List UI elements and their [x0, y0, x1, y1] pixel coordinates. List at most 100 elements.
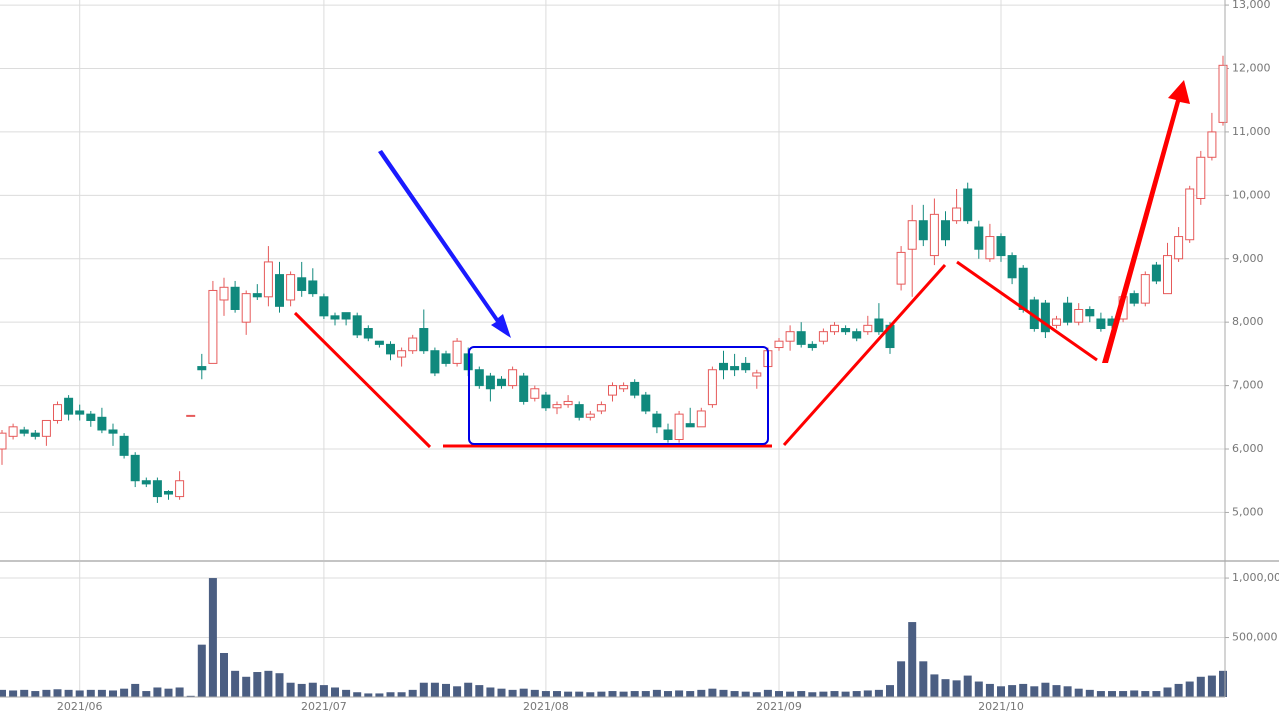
- candle-body: [97, 416, 107, 431]
- volume-bar: [75, 690, 84, 697]
- volume-bar: [253, 672, 262, 697]
- volume-bar: [397, 692, 406, 697]
- volume-bar: [453, 686, 462, 697]
- volume-bar: [175, 687, 184, 697]
- candle-body: [641, 394, 651, 412]
- candle-body: [552, 404, 562, 409]
- candle-body: [585, 413, 595, 418]
- candle-body: [452, 340, 462, 364]
- candle-body: [363, 328, 373, 339]
- volume-bar: [275, 673, 284, 697]
- candle-body: [963, 188, 973, 222]
- candle-body: [86, 413, 96, 421]
- volume-bar: [697, 689, 706, 697]
- marks: [0, 55, 1228, 697]
- candle-body: [852, 331, 862, 339]
- y-tick-label: 11,000: [1232, 125, 1271, 138]
- volume-bar: [763, 689, 772, 697]
- volume-bar: [9, 690, 18, 697]
- y-tick-label: 500,000: [1232, 631, 1278, 644]
- volume-bar: [430, 682, 439, 697]
- candle-body: [408, 337, 418, 352]
- candle-body: [619, 385, 629, 390]
- volume-bar: [31, 691, 40, 697]
- volume-bar: [142, 691, 151, 697]
- candle-body: [241, 293, 251, 323]
- volume-bar: [1030, 686, 1039, 697]
- volume-bar: [20, 689, 29, 697]
- volume-bar: [830, 691, 839, 697]
- y-tick-label: 8,000: [1232, 315, 1264, 328]
- candle-body: [297, 277, 307, 291]
- candle-body: [286, 274, 296, 301]
- y-tick-label: 10,000: [1232, 188, 1271, 201]
- volume-bar: [541, 691, 550, 697]
- candle-body: [918, 220, 928, 241]
- candle-body: [652, 413, 662, 428]
- candle-body: [208, 289, 218, 364]
- volume-bar: [675, 690, 684, 697]
- volume-bar: [1130, 690, 1139, 697]
- volume-bar: [1052, 685, 1061, 697]
- volume-bar: [408, 689, 417, 697]
- candle-body: [474, 369, 484, 387]
- candle-body: [75, 410, 85, 415]
- candle-body: [896, 251, 906, 285]
- volume-bar: [974, 681, 983, 697]
- volume-bar: [1074, 688, 1083, 697]
- candle-body: [497, 378, 506, 387]
- volume-bar: [897, 661, 906, 697]
- x-tick-label: 2021/07: [301, 700, 347, 713]
- candle-body: [130, 454, 140, 482]
- volume-bar: [519, 688, 528, 697]
- candle-body: [1174, 236, 1184, 260]
- up-arrow: [1102, 80, 1190, 363]
- volume-bar: [120, 688, 129, 697]
- candle-body: [1163, 255, 1172, 295]
- candle-body: [441, 353, 451, 364]
- volume-bar: [220, 652, 228, 697]
- candle-body: [41, 419, 51, 437]
- candle-body: [341, 312, 351, 320]
- trend-line: [782, 263, 947, 447]
- volume-bar: [164, 688, 173, 697]
- volume-bar: [852, 691, 861, 697]
- volume-bar: [1063, 686, 1072, 697]
- candle-body: [164, 491, 173, 495]
- volume-bar: [364, 693, 373, 697]
- volume-bar: [641, 691, 650, 697]
- volume-bar: [186, 695, 195, 697]
- candle-body: [719, 362, 728, 371]
- x-tick-label: 2021/06: [57, 700, 103, 713]
- candle-body: [941, 220, 950, 241]
- volume-bar: [775, 691, 783, 697]
- volume-bar: [208, 578, 217, 697]
- volume-bar: [930, 674, 939, 697]
- candle-body: [0, 432, 7, 450]
- volume-bar: [652, 689, 661, 697]
- volume-bar: [464, 682, 473, 697]
- candle-body: [974, 226, 984, 250]
- volume-bar: [619, 691, 628, 697]
- candle-body: [907, 220, 917, 250]
- candle-body: [774, 340, 784, 349]
- volume-bar: [863, 690, 872, 697]
- volume-bar: [908, 622, 917, 697]
- volume-bar: [530, 689, 539, 697]
- candle-body: [1096, 318, 1106, 330]
- volume-bar: [874, 689, 883, 697]
- candle-body: [863, 324, 873, 333]
- y-tick-label: 6,000: [1232, 442, 1264, 455]
- candle-body: [119, 435, 129, 456]
- candle-body: [1074, 308, 1084, 323]
- volume-bar: [730, 691, 739, 697]
- candle-body: [430, 350, 440, 374]
- volume-bar: [819, 691, 828, 697]
- volume-bar: [630, 691, 639, 697]
- volume-bar: [1096, 691, 1105, 697]
- candle-body: [752, 372, 762, 377]
- candle-body: [19, 429, 29, 434]
- candle-body: [352, 315, 362, 336]
- volume-bar: [608, 691, 617, 697]
- candle-body: [374, 340, 384, 345]
